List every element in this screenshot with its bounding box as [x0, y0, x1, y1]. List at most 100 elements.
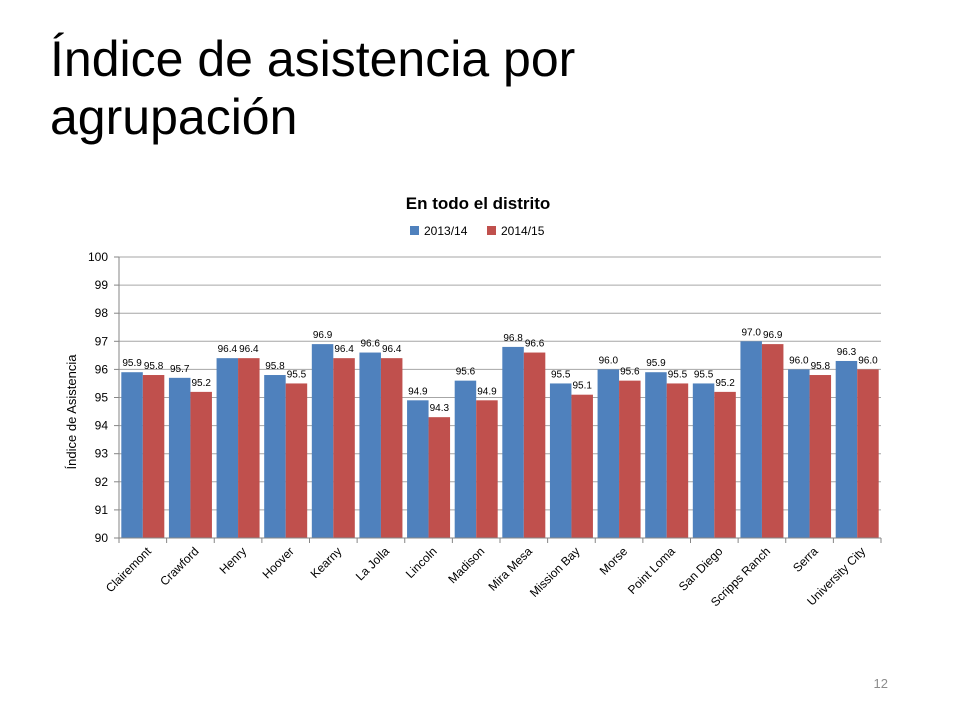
- data-label-clairemont-2013-14: 95.9: [122, 358, 142, 369]
- y-tick-label-96: 96: [95, 362, 109, 376]
- bar-lincoln-2014-15: [428, 417, 451, 538]
- data-label-serra-2013-14: 96.0: [789, 355, 809, 366]
- legend-label-2014-15: 2014/15: [501, 224, 545, 238]
- data-label-madison-2014-15: 94.9: [477, 386, 497, 397]
- y-tick-label-91: 91: [95, 503, 109, 517]
- y-axis-label: Índice de Asistencia: [64, 354, 79, 470]
- data-label-crawford-2014-15: 95.2: [191, 378, 211, 389]
- bar-serra-2013-14: [788, 369, 810, 538]
- bar-morse-2013-14: [597, 369, 620, 538]
- data-label-mission-bay-2013-14: 95.5: [551, 369, 571, 380]
- bar-clairemont-2014-15: [142, 375, 165, 538]
- chart-title: En todo el distrito: [406, 194, 551, 213]
- page-number: 12: [873, 676, 888, 691]
- data-label-mira-mesa-2014-15: 96.6: [525, 339, 545, 350]
- y-tick-label-98: 98: [95, 306, 109, 320]
- data-label-point-loma-2013-14: 95.9: [646, 358, 666, 369]
- legend-swatch-2014-15: [487, 226, 496, 235]
- data-label-point-loma-2014-15: 95.5: [668, 369, 688, 380]
- x-tick-label-point-loma: Point Loma: [625, 544, 678, 597]
- bar-lincoln-2013-14: [407, 400, 429, 538]
- y-tick-label-100: 100: [88, 250, 108, 264]
- bar-clairemont-2013-14: [121, 372, 143, 538]
- y-tick-label-93: 93: [95, 447, 109, 461]
- data-label-kearny-2014-15: 96.4: [334, 344, 354, 355]
- chart-legend: 2013/14 2014/15: [410, 224, 545, 238]
- x-tick-label-serra: Serra: [790, 544, 821, 575]
- bar-scripps-ranch-2013-14: [740, 341, 762, 538]
- slide-title-line-2: agrupación: [50, 89, 298, 145]
- data-label-scripps-ranch-2014-15: 96.9: [763, 330, 783, 341]
- data-label-la-jolla-2013-14: 96.6: [360, 339, 380, 350]
- x-tick-label-clairemont: Clairemont: [103, 544, 154, 595]
- data-label-mira-mesa-2013-14: 96.8: [503, 333, 523, 344]
- bar-kearny-2014-15: [333, 358, 355, 538]
- bar-madison-2013-14: [454, 380, 477, 538]
- data-labels: 95.9 95.8 95.795.296.4 96.495.895.596.996.4…: [122, 327, 878, 414]
- x-tick-label-mira-mesa: Mira Mesa: [485, 544, 535, 594]
- y-tick-label-97: 97: [95, 334, 109, 348]
- bar-hoover-2013-14: [264, 375, 286, 538]
- bar-university-city-2014-15: [857, 369, 879, 538]
- x-tick-label-madison: Madison: [445, 544, 487, 586]
- data-label-mission-bay-2014-15: 95.1: [572, 381, 592, 392]
- x-tick-label-henry: Henry: [217, 544, 250, 577]
- bar-san-diego-2014-15: [714, 391, 736, 538]
- bar-scripps-ranch-2014-15: [761, 344, 784, 538]
- x-axis-ticks: Clairemont Crawford Henry Hoover Kearny La Jo…: [103, 538, 882, 609]
- y-tick-label-99: 99: [95, 278, 109, 292]
- bar-hoover-2014-15: [285, 383, 308, 538]
- data-label-hoover-2013-14: 95.8: [265, 361, 285, 372]
- data-label-university-city-2013-14: 96.3: [837, 347, 857, 358]
- x-tick-label-lincoln: Lincoln: [403, 544, 440, 581]
- y-tick-label-95: 95: [95, 391, 109, 405]
- data-label-morse-2014-15: 95.6: [620, 367, 640, 378]
- bar-point-loma-2013-14: [645, 372, 667, 538]
- x-tick-label-san-diego: San Diego: [676, 544, 726, 594]
- bar-henry-2014-15: [238, 358, 260, 538]
- bar-morse-2014-15: [619, 380, 641, 538]
- data-label-lincoln-2013-14: 94.9: [408, 386, 428, 397]
- x-tick-label-mission-bay: Mission Bay: [527, 544, 583, 600]
- slide-title-line-1: Índice de asistencia por: [50, 31, 576, 87]
- data-label-clairemont-2014-15: 95.8: [144, 361, 164, 372]
- data-label-lincoln-2014-15: 94.3: [430, 403, 450, 414]
- data-label-university-city-2014-15: 96.0: [858, 355, 878, 366]
- data-label-scripps-ranch-2013-14: 97.0: [741, 327, 761, 338]
- data-label-crawford-2013-14: 95.7: [170, 364, 190, 375]
- bar-point-loma-2014-15: [666, 383, 689, 538]
- slide-title: Índice de asistencia por agrupación: [50, 30, 910, 146]
- data-label-la-jolla-2014-15: 96.4: [382, 344, 402, 355]
- bar-henry-2013-14: [216, 358, 239, 538]
- bar-university-city-2013-14: [835, 360, 858, 538]
- legend-swatch-2013-14: [410, 226, 419, 235]
- bar-serra-2014-15: [809, 375, 832, 538]
- data-label-serra-2014-15: 95.8: [811, 361, 831, 372]
- bar-kearny-2013-14: [311, 344, 334, 538]
- data-label-san-diego-2013-14: 95.5: [694, 369, 714, 380]
- bar-madison-2014-15: [476, 400, 498, 538]
- bar-san-diego-2013-14: [692, 383, 715, 538]
- x-tick-label-kearny: Kearny: [308, 544, 345, 581]
- y-tick-label-94: 94: [95, 419, 109, 433]
- bar-la-jolla-2014-15: [380, 358, 403, 538]
- bar-mission-bay-2014-15: [571, 394, 593, 538]
- data-label-hoover-2014-15: 95.5: [287, 369, 307, 380]
- legend-label-2013-14: 2013/14: [424, 224, 468, 238]
- x-tick-label-la-jolla: La Jolla: [353, 544, 392, 583]
- data-label-henry-2014-15: 96.4: [239, 344, 259, 355]
- bar-mira-mesa-2014-15: [523, 352, 546, 538]
- data-label-henry-2013-14: 96.4: [218, 344, 238, 355]
- bar-crawford-2014-15: [190, 391, 212, 538]
- bar-la-jolla-2013-14: [359, 352, 381, 538]
- bar-mission-bay-2013-14: [549, 383, 572, 538]
- x-tick-label-crawford: Crawford: [157, 544, 201, 588]
- data-label-san-diego-2014-15: 95.2: [715, 378, 735, 389]
- bar-crawford-2013-14: [168, 377, 191, 538]
- data-label-madison-2013-14: 95.6: [456, 367, 476, 378]
- x-tick-label-morse: Morse: [597, 544, 631, 578]
- y-tick-label-90: 90: [95, 531, 109, 545]
- y-tick-label-92: 92: [95, 475, 109, 489]
- x-tick-label-hoover: Hoover: [260, 544, 297, 581]
